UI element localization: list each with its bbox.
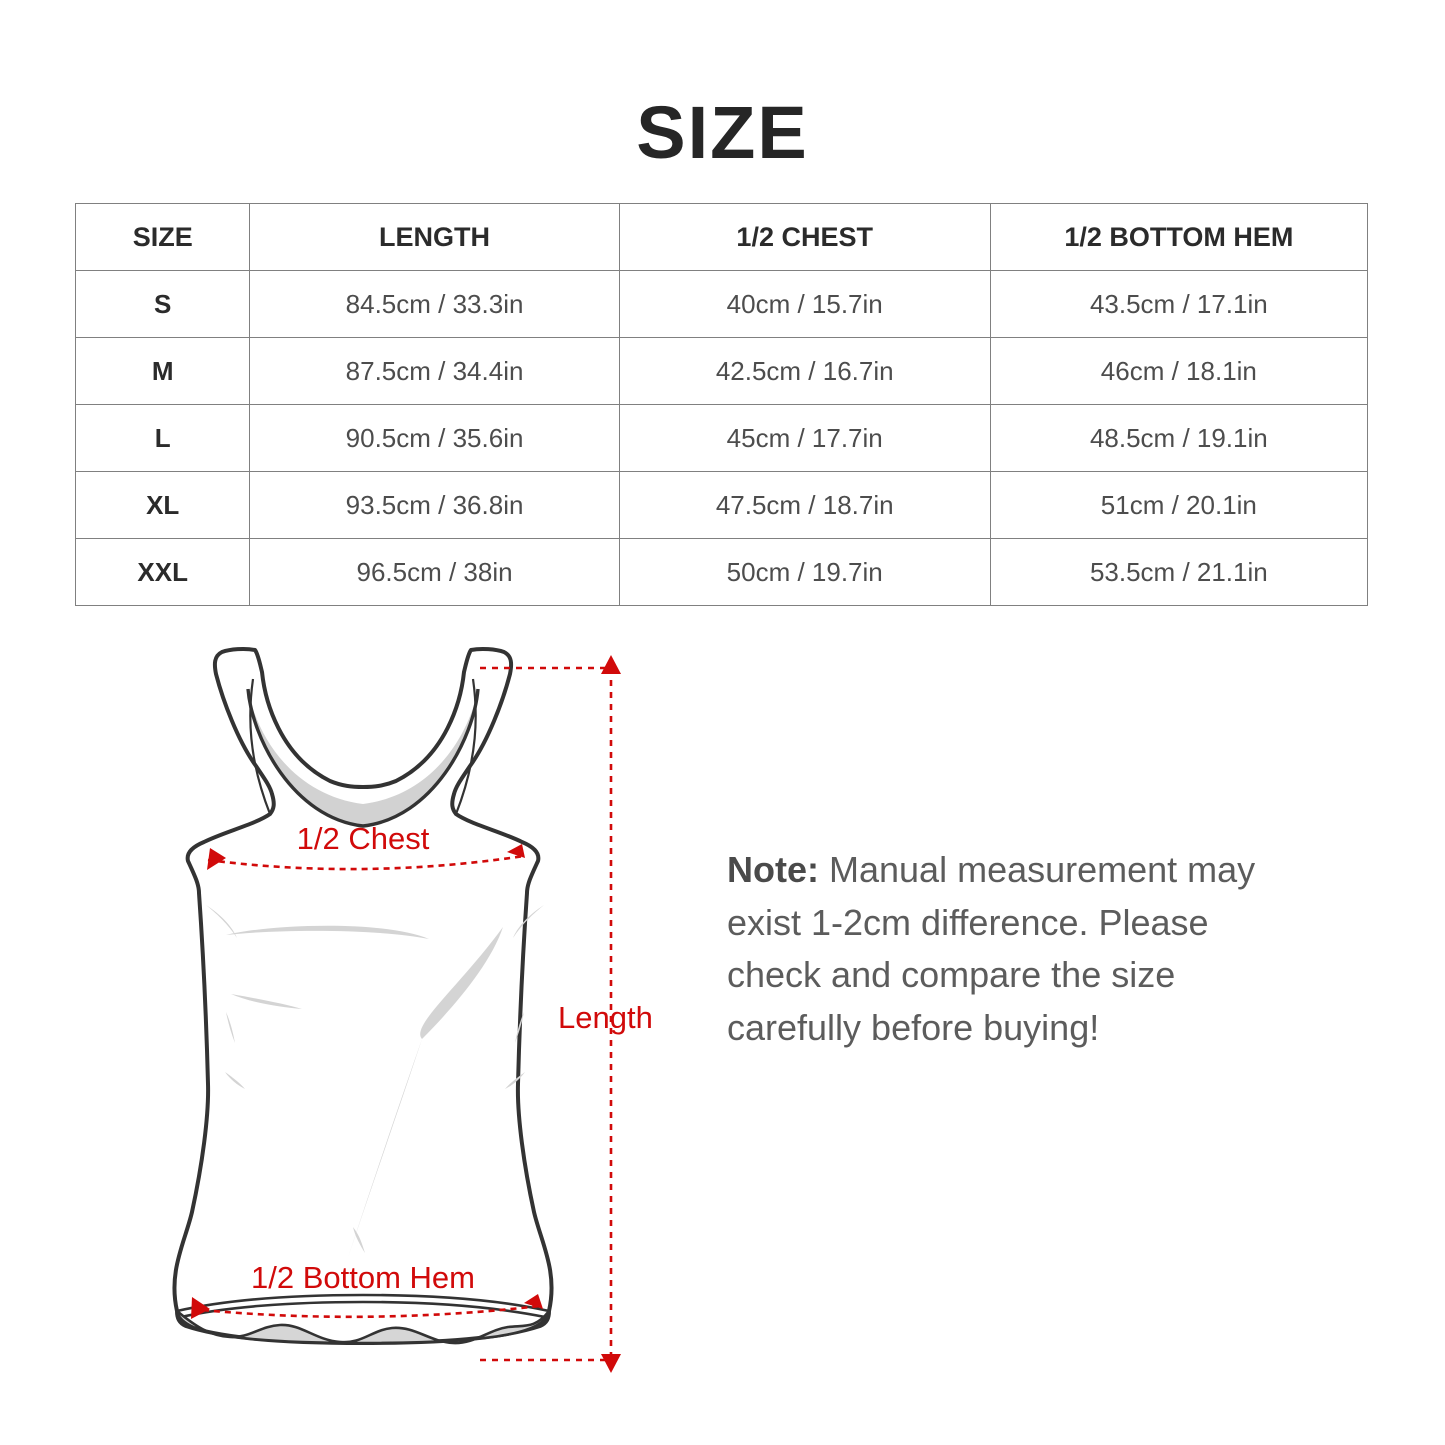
svg-text:1/2 Chest: 1/2 Chest bbox=[297, 821, 430, 856]
svg-text:Length: Length bbox=[558, 1000, 653, 1035]
svg-text:1/2 Bottom Hem: 1/2 Bottom Hem bbox=[251, 1260, 475, 1295]
